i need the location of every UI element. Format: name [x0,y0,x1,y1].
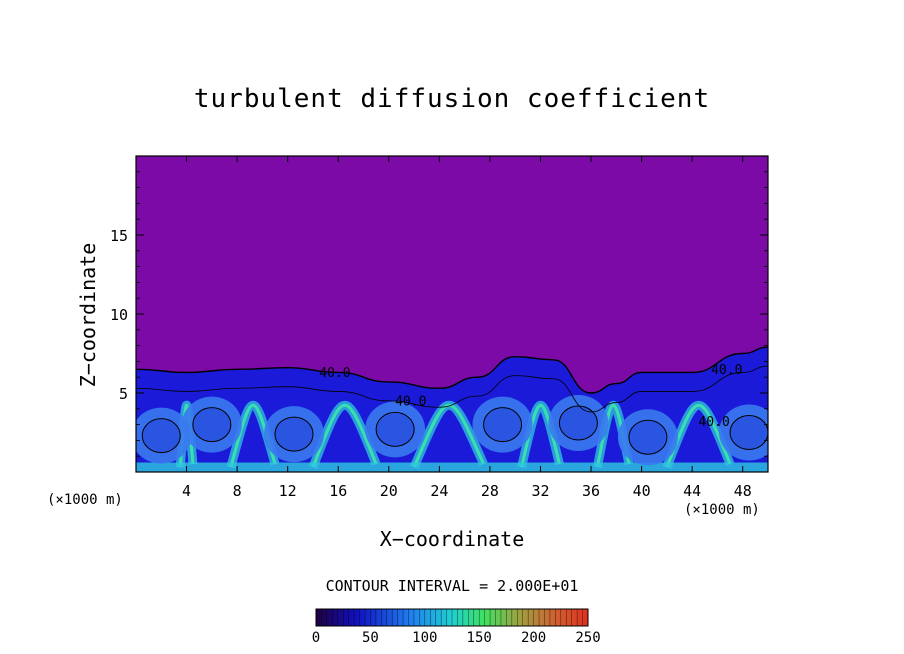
colorbar-tick-label: 100 [412,630,437,646]
y-tick-label: 5 [119,385,128,403]
x-tick-label: 24 [430,482,448,500]
eddy-core [483,407,523,443]
x-tick-label: 28 [481,482,499,500]
y-tick-label: 10 [110,306,128,324]
x-tick-label: 40 [633,482,651,500]
contour-line [136,346,768,394]
x-tick-label: 16 [329,482,347,500]
eddy-core [628,419,668,455]
colorbar-tick-label: 200 [521,630,546,646]
colorbar-tick-label: 50 [362,630,379,646]
x-tick-label: 48 [734,482,752,500]
contour-label: 40.0 [698,415,729,430]
x-unit-right: (×1000 m) [684,502,760,518]
colorbar-tick-label: 150 [467,630,492,646]
x-tick-label: 12 [279,482,297,500]
x-tick-label: 4 [182,482,191,500]
contour-label: 40.0 [395,395,426,410]
eddy-core [274,416,314,452]
contour-line [136,365,768,413]
x-tick-label: 20 [380,482,398,500]
surface-layer [136,462,768,472]
colorbar-tick-label: 250 [575,630,600,646]
contour-label: 40.0 [319,366,350,381]
shear-band-core [311,403,378,468]
chart-title: turbulent diffusion coefficient [193,84,711,114]
contour-interval: CONTOUR INTERVAL = 2.000E+01 [325,577,579,595]
heatmap-field: 40.0 40.0 40.0 40.0 [136,156,768,472]
shear-band-core [520,404,561,468]
colorbar: 0 50 100 150 200 250 [312,608,601,646]
x-unit-left: (×1000 m) [47,492,123,508]
x-axis-label: X−coordinate [379,527,525,551]
eddy-core [558,405,598,441]
colorbar-tick-label: 0 [312,630,320,646]
eddy-core [141,418,181,454]
y-tick-label: 15 [110,227,128,245]
x-tick-label: 8 [233,482,242,500]
eddy-core [375,411,415,447]
y-axis-label: Z−coordinate [76,242,100,388]
x-tick-label: 36 [582,482,600,500]
x-tick-label: 32 [531,482,549,500]
eddies [136,395,768,466]
contour-label: 40.0 [711,363,742,378]
x-tick-label: 44 [683,482,701,500]
shear-band-core [412,403,485,468]
eddy-core [729,415,768,450]
eddy-core [192,407,232,443]
